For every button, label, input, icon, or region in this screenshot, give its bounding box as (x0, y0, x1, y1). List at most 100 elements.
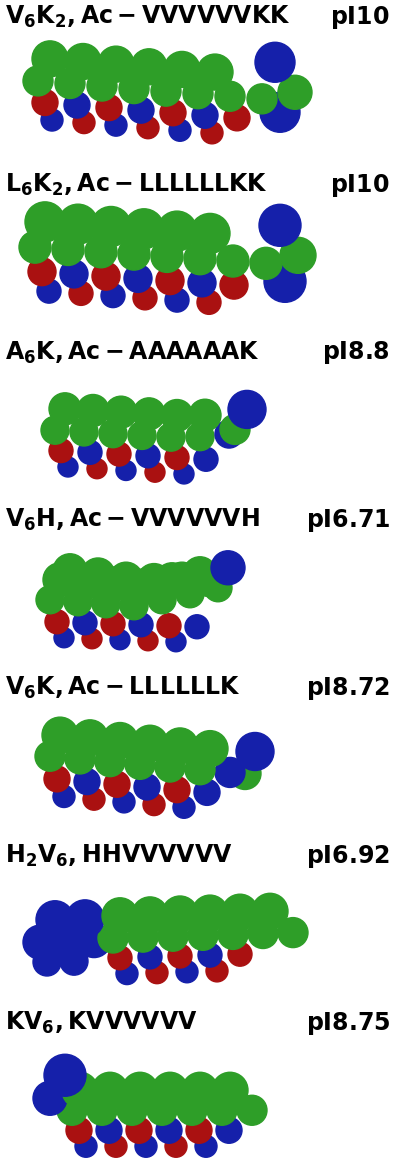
Circle shape (189, 399, 221, 431)
Circle shape (213, 1101, 224, 1113)
Circle shape (188, 247, 209, 268)
Circle shape (191, 1122, 201, 1133)
Circle shape (70, 418, 98, 446)
Text: $\mathbf{V_6H}$$\mathbf{, Ac-VVVVVVH}$: $\mathbf{V_6H}$$\mathbf{, Ac-VVVVVVH}$ (5, 507, 260, 533)
Circle shape (62, 1100, 76, 1114)
Circle shape (70, 1121, 84, 1135)
Circle shape (212, 552, 243, 582)
Circle shape (68, 1120, 87, 1139)
Circle shape (70, 1121, 83, 1134)
Circle shape (161, 399, 193, 432)
Circle shape (215, 81, 245, 112)
Circle shape (108, 729, 125, 745)
Circle shape (203, 124, 218, 139)
Circle shape (126, 211, 159, 244)
Circle shape (118, 1097, 145, 1124)
Circle shape (88, 565, 101, 578)
Circle shape (229, 944, 249, 964)
Circle shape (216, 758, 243, 785)
Circle shape (135, 53, 158, 76)
Circle shape (21, 232, 47, 259)
Circle shape (94, 77, 103, 87)
Circle shape (159, 922, 186, 950)
Circle shape (83, 446, 90, 453)
Circle shape (190, 1080, 201, 1091)
Circle shape (79, 573, 89, 582)
Circle shape (108, 1139, 120, 1151)
Circle shape (228, 109, 241, 122)
Circle shape (185, 244, 214, 272)
Circle shape (250, 248, 282, 279)
Circle shape (140, 447, 151, 459)
Text: $\mathbf{pI 6.92}$: $\mathbf{pI 6.92}$ (307, 843, 390, 870)
Circle shape (36, 951, 55, 970)
Circle shape (220, 922, 245, 946)
Circle shape (33, 262, 46, 276)
Circle shape (173, 123, 183, 134)
Circle shape (27, 929, 49, 951)
Circle shape (169, 292, 181, 304)
Circle shape (122, 77, 142, 96)
Circle shape (219, 1079, 233, 1093)
Circle shape (177, 799, 187, 810)
Circle shape (72, 1124, 80, 1131)
Circle shape (54, 235, 80, 262)
Circle shape (173, 569, 183, 580)
Circle shape (40, 49, 51, 60)
Circle shape (196, 220, 218, 242)
Circle shape (138, 291, 147, 299)
Circle shape (222, 417, 245, 439)
Circle shape (280, 77, 308, 106)
Circle shape (171, 946, 186, 963)
Circle shape (190, 271, 211, 292)
Circle shape (56, 930, 72, 946)
Circle shape (37, 743, 62, 768)
Circle shape (67, 214, 79, 225)
Circle shape (109, 119, 118, 127)
Circle shape (68, 96, 81, 109)
Circle shape (50, 1060, 73, 1084)
Circle shape (34, 1082, 65, 1113)
Circle shape (53, 397, 73, 417)
Circle shape (104, 572, 123, 591)
Circle shape (84, 561, 109, 586)
Circle shape (194, 897, 224, 926)
Circle shape (66, 589, 88, 613)
Circle shape (63, 950, 81, 969)
Circle shape (88, 239, 109, 261)
Circle shape (106, 54, 117, 65)
Circle shape (92, 243, 102, 252)
Circle shape (141, 121, 151, 130)
Circle shape (169, 1139, 179, 1149)
Circle shape (170, 451, 179, 459)
Circle shape (46, 114, 53, 121)
Circle shape (166, 404, 184, 421)
Circle shape (201, 122, 222, 142)
Circle shape (239, 1097, 263, 1121)
Circle shape (177, 962, 196, 980)
Circle shape (254, 896, 284, 925)
Circle shape (220, 248, 243, 271)
Circle shape (251, 922, 271, 942)
Circle shape (140, 566, 165, 592)
Circle shape (219, 559, 229, 568)
Circle shape (26, 69, 46, 89)
Circle shape (249, 919, 276, 946)
Circle shape (42, 592, 51, 600)
Circle shape (97, 212, 119, 235)
Circle shape (187, 1118, 211, 1142)
Circle shape (105, 930, 114, 939)
Circle shape (65, 1075, 92, 1102)
Circle shape (268, 100, 283, 116)
Circle shape (216, 420, 241, 446)
Circle shape (210, 964, 219, 973)
Circle shape (55, 236, 78, 259)
Circle shape (73, 610, 97, 635)
Circle shape (215, 554, 237, 576)
Circle shape (70, 904, 95, 929)
Circle shape (56, 238, 75, 256)
Circle shape (136, 1136, 154, 1155)
Circle shape (265, 262, 303, 299)
Circle shape (80, 397, 103, 420)
Circle shape (134, 618, 143, 627)
